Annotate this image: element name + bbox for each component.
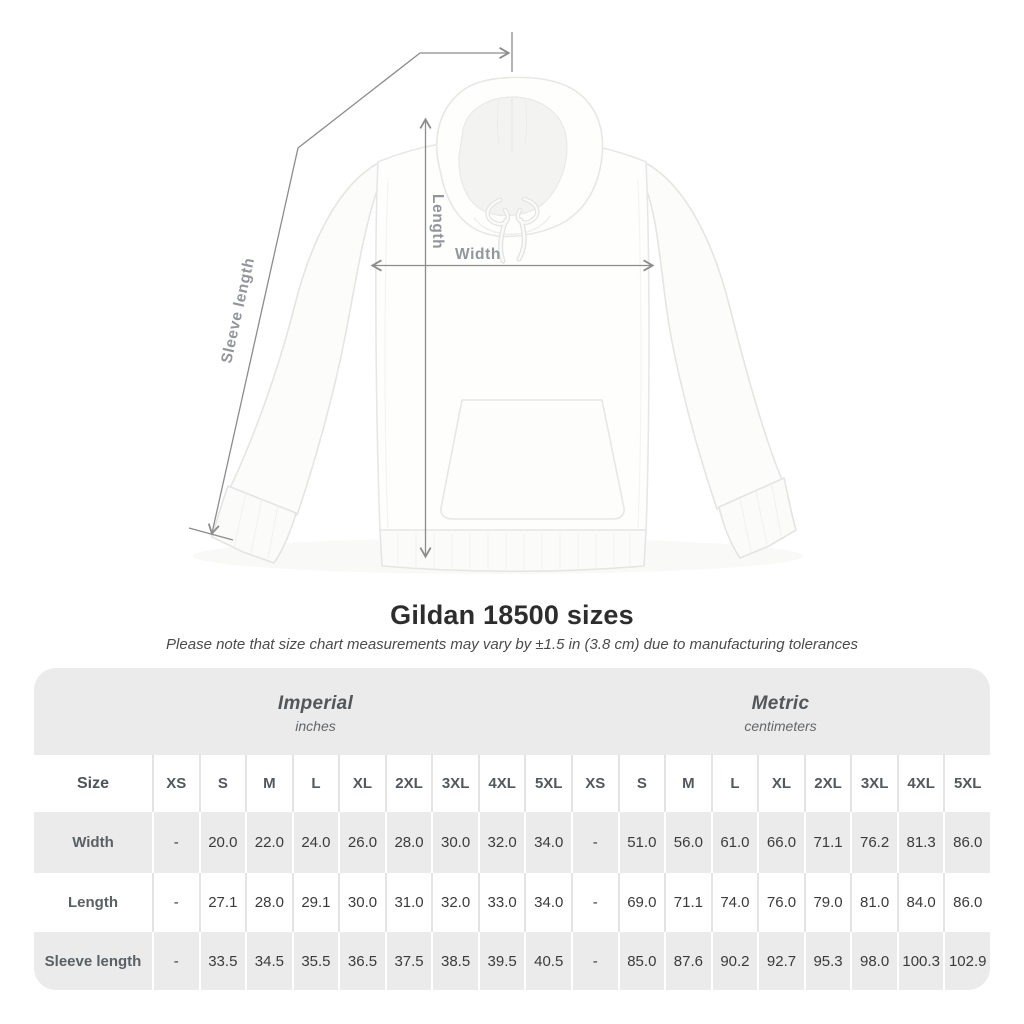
value-sleeve-length-metric-m: 87.6 — [664, 932, 711, 990]
size-col-header-imperial-xl: XL — [338, 755, 385, 812]
value-width-imperial-5xl: 34.0 — [524, 812, 571, 873]
product-measurement-diagram: Sleeve length Length Width — [188, 32, 803, 574]
right-cuff — [718, 477, 797, 559]
size-col-header-metric-l: L — [710, 755, 758, 812]
value-sleeve-length-imperial-xs: - — [152, 932, 199, 990]
value-width-metric-xs: - — [571, 812, 618, 873]
value-sleeve-length-imperial-l: 35.5 — [291, 932, 339, 990]
label-sleeve-length: Sleeve length — [218, 256, 258, 365]
value-sleeve-length-imperial-2xl: 37.5 — [384, 932, 432, 990]
row-label-width: Width — [34, 812, 152, 873]
row-label-length: Length — [34, 873, 152, 932]
size-column-header: Size — [34, 755, 152, 812]
size-col-header-metric-3xl: 3XL — [850, 755, 897, 812]
value-sleeve-length-metric-l: 90.2 — [710, 932, 758, 990]
hem-band — [379, 529, 647, 573]
value-sleeve-length-imperial-3xl: 38.5 — [431, 932, 478, 990]
size-col-header-imperial-m: M — [245, 755, 292, 812]
value-width-imperial-4xl: 32.0 — [477, 812, 525, 873]
value-length-imperial-l: 29.1 — [291, 873, 339, 932]
value-width-metric-2xl: 71.1 — [803, 812, 851, 873]
value-width-metric-m: 56.0 — [664, 812, 711, 873]
unit-group-name: Metric — [751, 693, 810, 714]
unit-group-unit: centimeters — [744, 718, 817, 734]
kangaroo-pocket — [440, 399, 625, 520]
size-col-header-imperial-3xl: 3XL — [431, 755, 478, 812]
value-length-metric-xs: - — [571, 873, 618, 932]
value-length-metric-l: 74.0 — [710, 873, 758, 932]
value-sleeve-length-imperial-xl: 36.5 — [338, 932, 385, 990]
size-col-header-imperial-2xl: 2XL — [384, 755, 432, 812]
value-length-imperial-4xl: 33.0 — [477, 873, 525, 932]
value-length-metric-5xl: 86.0 — [943, 873, 990, 932]
value-sleeve-length-imperial-4xl: 39.5 — [477, 932, 525, 990]
value-length-imperial-xl: 30.0 — [338, 873, 385, 932]
value-sleeve-length-metric-2xl: 95.3 — [803, 932, 851, 990]
value-width-imperial-2xl: 28.0 — [384, 812, 432, 873]
value-length-imperial-3xl: 32.0 — [431, 873, 478, 932]
value-sleeve-length-imperial-m: 34.5 — [245, 932, 292, 990]
size-col-header-metric-2xl: 2XL — [803, 755, 851, 812]
length-arrow: Length — [419, 117, 446, 559]
label-width: Width — [455, 246, 501, 263]
value-sleeve-length-metric-3xl: 98.0 — [850, 932, 897, 990]
unit-group-metric: Metric centimeters — [571, 668, 990, 755]
value-width-imperial-l: 24.0 — [291, 812, 339, 873]
value-length-imperial-s: 27.1 — [198, 873, 246, 932]
value-width-imperial-xl: 26.0 — [338, 812, 385, 873]
value-width-imperial-s: 20.0 — [198, 812, 246, 873]
size-col-header-imperial-xs: XS — [152, 755, 199, 812]
size-col-header-metric-5xl: 5XL — [943, 755, 990, 812]
size-col-header-imperial-l: L — [291, 755, 339, 812]
value-width-imperial-3xl: 30.0 — [431, 812, 478, 873]
value-sleeve-length-metric-4xl: 100.3 — [896, 932, 944, 990]
row-label-sleeve-length: Sleeve length — [34, 932, 152, 990]
value-length-metric-s: 69.0 — [617, 873, 665, 932]
value-width-imperial-xs: - — [152, 812, 199, 873]
size-col-header-metric-xl: XL — [757, 755, 804, 812]
right-sleeve — [643, 161, 783, 510]
value-length-imperial-5xl: 34.0 — [524, 873, 571, 932]
value-length-metric-4xl: 84.0 — [896, 873, 944, 932]
value-length-metric-xl: 76.0 — [757, 873, 804, 932]
value-sleeve-length-metric-xl: 92.7 — [757, 932, 804, 990]
value-sleeve-length-metric-xs: - — [571, 932, 618, 990]
value-width-metric-l: 61.0 — [710, 812, 758, 873]
value-width-metric-3xl: 76.2 — [850, 812, 897, 873]
value-sleeve-length-metric-s: 85.0 — [617, 932, 665, 990]
value-length-metric-m: 71.1 — [664, 873, 711, 932]
size-col-header-metric-m: M — [664, 755, 711, 812]
size-col-header-metric-4xl: 4XL — [896, 755, 944, 812]
left-sleeve — [229, 161, 381, 516]
value-width-metric-5xl: 86.0 — [943, 812, 990, 873]
label-length: Length — [429, 194, 446, 249]
value-width-metric-4xl: 81.3 — [896, 812, 944, 873]
value-sleeve-length-metric-5xl: 102.9 — [943, 932, 990, 990]
value-sleeve-length-imperial-s: 33.5 — [198, 932, 246, 990]
value-length-imperial-m: 28.0 — [245, 873, 292, 932]
size-col-header-metric-s: S — [617, 755, 665, 812]
value-length-metric-2xl: 79.0 — [803, 873, 851, 932]
size-chart-table: Imperial inches Metric centimeters Size XS S M L… — [34, 668, 990, 990]
value-length-imperial-xs: - — [152, 873, 199, 932]
size-col-header-imperial-5xl: 5XL — [524, 755, 571, 812]
page-title: Gildan 18500 sizes — [390, 600, 634, 630]
unit-group-unit: inches — [295, 718, 336, 734]
tolerance-note: Please note that size chart measurements… — [166, 636, 858, 653]
unit-group-imperial: Imperial inches — [34, 668, 571, 755]
size-col-header-imperial-4xl: 4XL — [477, 755, 525, 812]
value-width-metric-xl: 66.0 — [757, 812, 804, 873]
value-width-metric-s: 51.0 — [617, 812, 665, 873]
hoodie-illustration — [193, 76, 803, 574]
value-width-imperial-m: 22.0 — [245, 812, 292, 873]
value-sleeve-length-imperial-5xl: 40.5 — [524, 932, 571, 990]
width-arrow: Width — [370, 246, 655, 272]
value-length-metric-3xl: 81.0 — [850, 873, 897, 932]
unit-group-name: Imperial — [277, 693, 354, 714]
value-length-imperial-2xl: 31.0 — [384, 873, 432, 932]
size-col-header-imperial-s: S — [198, 755, 246, 812]
size-col-header-metric-xs: XS — [571, 755, 618, 812]
